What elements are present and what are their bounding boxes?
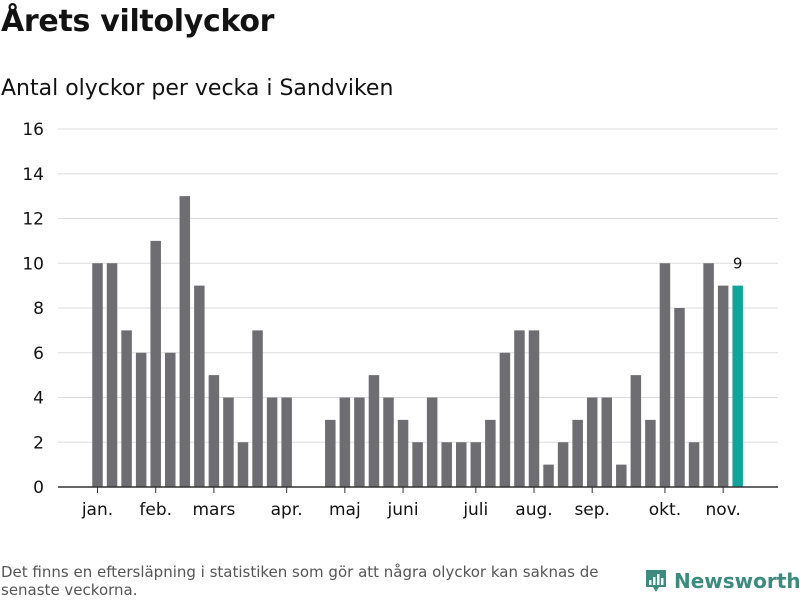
bar bbox=[397, 419, 409, 487]
bar bbox=[659, 263, 671, 487]
y-tick-label: 6 bbox=[33, 344, 44, 364]
bar bbox=[194, 285, 205, 487]
bar bbox=[208, 375, 220, 487]
x-tick-label: maj bbox=[329, 500, 361, 520]
bar bbox=[412, 442, 423, 487]
bar bbox=[92, 263, 103, 487]
chart-subtitle: Antal olyckor per vecka i Sandviken bbox=[1, 76, 394, 101]
highlight-bar bbox=[732, 285, 743, 487]
bar bbox=[514, 330, 525, 487]
bar bbox=[426, 397, 438, 487]
bar bbox=[135, 352, 147, 487]
bar bbox=[266, 397, 278, 487]
x-tick-label: juli bbox=[462, 500, 488, 520]
y-tick-label: 0 bbox=[33, 478, 44, 498]
x-tick-label: nov. bbox=[705, 500, 740, 520]
bar bbox=[572, 419, 583, 487]
x-tick-label: okt. bbox=[649, 500, 681, 520]
bar bbox=[354, 397, 365, 487]
x-axis-month-labels: jan. feb. mars apr. maj juni juli aug. sep. okt. n… bbox=[81, 500, 741, 520]
gridlines bbox=[58, 128, 778, 443]
bar bbox=[703, 263, 714, 487]
x-tick-label: aug. bbox=[515, 500, 552, 520]
bar bbox=[383, 397, 394, 487]
bar bbox=[717, 285, 729, 487]
y-tick-label: 12 bbox=[22, 210, 44, 230]
bar bbox=[528, 330, 540, 487]
bar bbox=[630, 375, 642, 487]
bar bbox=[121, 330, 132, 487]
bar bbox=[557, 442, 569, 487]
y-axis-tick-labels: 0 2 4 6 8 10 12 14 16 bbox=[22, 120, 44, 498]
y-tick-label: 8 bbox=[33, 299, 44, 319]
brand[interactable]: Newsworthy bbox=[644, 568, 800, 594]
bar bbox=[616, 464, 627, 487]
bar bbox=[106, 263, 118, 487]
bar bbox=[441, 442, 452, 487]
bar bbox=[325, 419, 336, 487]
bar bbox=[456, 442, 467, 487]
highlight-value-label: 9 bbox=[733, 255, 743, 273]
bar bbox=[339, 397, 351, 487]
bar bbox=[223, 397, 234, 487]
y-tick-label: 14 bbox=[22, 165, 44, 185]
x-tick-label: mars bbox=[192, 500, 235, 520]
brand-name: Newsworthy bbox=[674, 569, 800, 593]
bar bbox=[601, 397, 612, 487]
bar bbox=[674, 308, 685, 487]
bar bbox=[499, 352, 511, 487]
bar bbox=[368, 375, 380, 487]
x-tick-label: apr. bbox=[271, 500, 303, 520]
bar bbox=[586, 397, 598, 487]
bar bbox=[645, 419, 656, 487]
bar bbox=[165, 352, 176, 487]
footnote: Det finns en eftersläpning i statistiken… bbox=[1, 563, 599, 599]
y-tick-label: 10 bbox=[22, 254, 44, 274]
bar bbox=[281, 397, 292, 487]
bar-chart: 0 2 4 6 8 10 12 14 16 jan. feb. mars apr. maj juni jul… bbox=[22, 120, 778, 520]
x-axis-ticks bbox=[97, 487, 724, 493]
bar bbox=[543, 464, 554, 487]
y-tick-label: 2 bbox=[33, 433, 44, 453]
y-tick-label: 16 bbox=[22, 120, 44, 140]
bars bbox=[92, 196, 743, 487]
bar bbox=[470, 442, 482, 487]
x-tick-label: sep. bbox=[574, 500, 610, 520]
bar bbox=[150, 240, 161, 487]
bar bbox=[688, 442, 700, 487]
x-tick-label: juni bbox=[387, 500, 419, 520]
bar bbox=[179, 196, 191, 487]
y-tick-label: 4 bbox=[33, 389, 44, 409]
bar bbox=[252, 330, 263, 487]
x-tick-label: feb. bbox=[139, 500, 172, 520]
bar bbox=[237, 442, 249, 487]
bar bbox=[485, 419, 496, 487]
x-tick-label: jan. bbox=[81, 500, 113, 520]
chart-title: Årets viltolyckor bbox=[1, 4, 275, 39]
newsworthy-logo-icon bbox=[646, 570, 666, 592]
